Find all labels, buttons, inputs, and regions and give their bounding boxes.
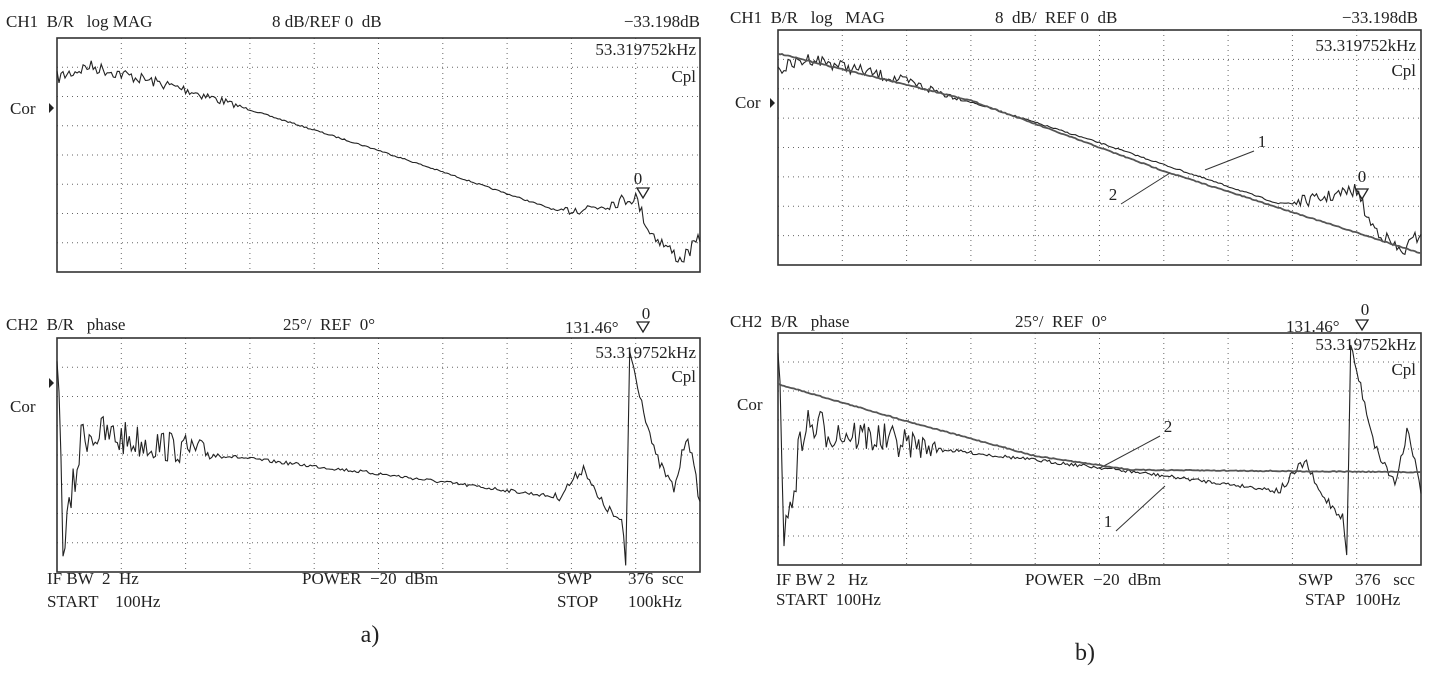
leader-line	[1115, 485, 1166, 532]
ch1-correction: Cor	[735, 93, 761, 112]
marker	[635, 321, 651, 334]
ch1-freq: 53.319752kHz	[595, 40, 696, 59]
trace-annotation: 1	[1104, 512, 1113, 531]
trace	[56, 60, 701, 263]
ch2-marker: 0	[1361, 300, 1370, 319]
ch1-scale: 8 dB/ REF 0 dB	[995, 8, 1117, 27]
footer-swp: SWP	[557, 569, 592, 588]
trace-annotation: 1	[1258, 132, 1267, 151]
screen-frame	[777, 29, 1422, 266]
cor-arrow	[770, 98, 775, 108]
marker	[635, 187, 651, 200]
ch1-freq: 53.319752kHz	[1315, 36, 1416, 55]
marker	[1354, 319, 1370, 332]
trace	[777, 344, 1422, 556]
ch2-label: CH2 B/R phase	[730, 312, 849, 331]
ch1-correction: Cor	[10, 99, 36, 118]
ch2-coupling: Cpl	[1391, 360, 1416, 379]
trace	[777, 54, 1422, 256]
ch2-correction: Cor	[737, 395, 763, 414]
ch2-coupling: Cpl	[671, 367, 696, 386]
ch1-scale: 8 dB/REF 0 dB	[272, 12, 382, 31]
ch2-readout: 131.46°	[565, 318, 619, 337]
leader-line	[1099, 435, 1161, 469]
leader-line	[1204, 150, 1255, 171]
trace	[777, 383, 1422, 474]
screen-frame	[56, 337, 701, 573]
trace-annotation: 2	[1164, 417, 1173, 436]
footer-sweep-time: 376 scc	[628, 569, 684, 588]
caption: a)	[361, 622, 380, 648]
caption: b)	[1075, 640, 1095, 666]
footer-stop-freq: 100kHz	[628, 592, 682, 611]
ch2-correction: Cor	[10, 397, 36, 416]
cor-arrow	[49, 378, 54, 388]
footer-stop-freq: 100Hz	[1355, 590, 1401, 609]
footer-start: START 100Hz	[47, 592, 161, 611]
trace	[777, 52, 1421, 254]
footer-swp: SWP	[1298, 570, 1333, 589]
cor-arrow	[49, 103, 54, 113]
ch2-readout: 131.46°	[1286, 317, 1340, 336]
ch1-coupling: Cpl	[671, 67, 696, 86]
ch1-marker: 0	[634, 169, 643, 188]
screen-frame	[56, 37, 701, 273]
ch2-scale: 25°/ REF 0°	[283, 315, 375, 334]
ch1-label: CH1 B/R log MAG	[6, 12, 152, 31]
trace-annotation: 2	[1109, 185, 1118, 204]
footer-ifbw: IF BW 2 Hz	[776, 570, 868, 589]
footer-stop: STOP	[557, 592, 598, 611]
ch1-coupling: Cpl	[1391, 61, 1416, 80]
footer-ifbw: IF BW 2 Hz	[47, 569, 139, 588]
footer-start: START 100Hz	[776, 590, 881, 609]
footer-stop: STAP	[1305, 590, 1345, 609]
ch2-scale: 25°/ REF 0°	[1015, 312, 1107, 331]
trace	[56, 351, 701, 566]
footer-sweep-time: 376 scc	[1355, 570, 1415, 589]
leader-line	[1120, 172, 1171, 205]
ch1-label: CH1 B/R log MAG	[730, 8, 885, 27]
footer-power: POWER −20 dBm	[1025, 570, 1161, 589]
ch1-readout: −33.198dB	[1342, 8, 1418, 27]
footer-power: POWER −20 dBm	[302, 569, 438, 588]
ch1-marker: 0	[1358, 167, 1367, 186]
ch2-freq: 53.319752kHz	[595, 343, 696, 362]
ch2-freq: 53.319752kHz	[1315, 335, 1416, 354]
ch2-marker: 0	[642, 304, 651, 323]
ch1-readout: −33.198dB	[624, 12, 700, 31]
ch2-label: CH2 B/R phase	[6, 315, 125, 334]
screen-frame	[777, 332, 1422, 566]
